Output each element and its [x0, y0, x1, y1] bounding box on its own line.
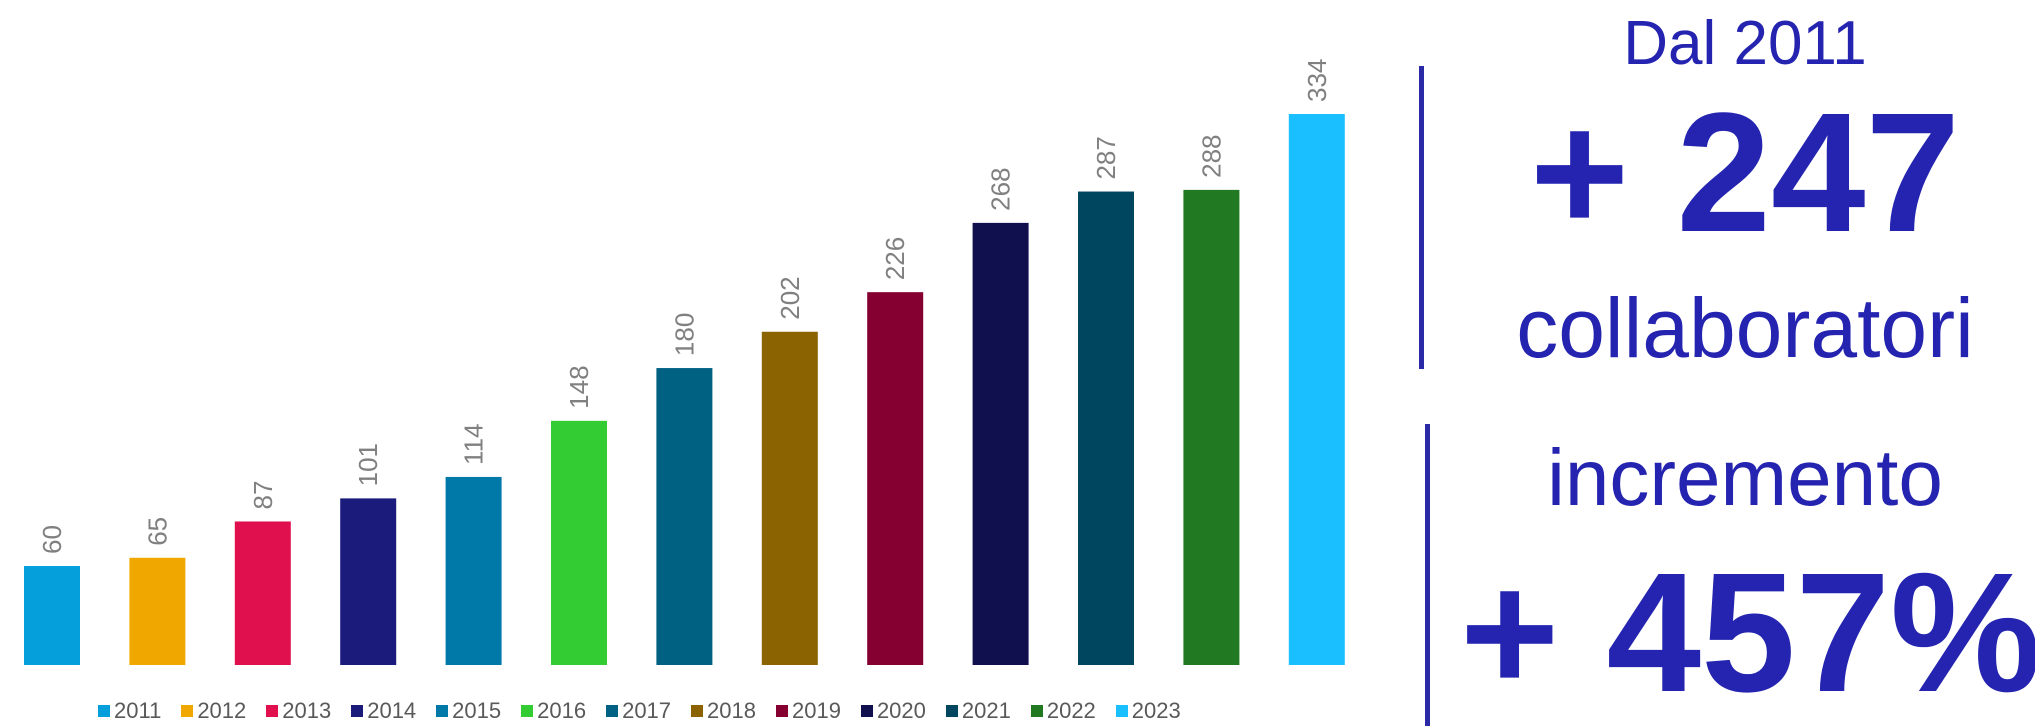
- bar-2023: [1288, 114, 1345, 665]
- bar-2017: [656, 368, 713, 665]
- data-label-2015: 114: [459, 423, 489, 464]
- legend-label-2012: 2012: [197, 698, 247, 723]
- legend-label-2016: 2016: [537, 698, 587, 723]
- legend-item-2023: 2023: [1115, 698, 1181, 724]
- legend-swatch-2020: [860, 705, 873, 717]
- legend-item-2016: 2016: [521, 698, 586, 724]
- legend-swatch-2011: [98, 705, 110, 717]
- bar-2020: [972, 222, 1029, 665]
- bar-2019: [867, 292, 924, 665]
- legend-item-2018: 2018: [691, 698, 756, 724]
- bar-2018: [761, 331, 818, 665]
- legend-swatch-2015: [436, 705, 449, 717]
- data-label-2012: 65: [142, 517, 172, 546]
- bar-2021: [1078, 191, 1134, 665]
- legend-item-2019: 2019: [775, 698, 841, 724]
- bar-2013: [234, 521, 291, 665]
- data-label-2018: 202: [775, 276, 805, 319]
- legend-label-2022: 2022: [1046, 698, 1096, 723]
- legend-swatch-2022: [1030, 705, 1043, 717]
- legend-label-2018: 2018: [707, 698, 756, 723]
- legend-label-2021: 2021: [961, 698, 1011, 723]
- data-label-2013: 87: [248, 481, 278, 510]
- increase-percent-value: + 457%: [1460, 538, 2035, 728]
- divider-bottom: [1425, 424, 1430, 726]
- legend-item-2011: 2011: [98, 698, 161, 724]
- legend-label-2015: 2015: [452, 698, 502, 723]
- legend-label-2014: 2014: [367, 698, 417, 723]
- bar-2012: [129, 557, 186, 665]
- legend-item-2015: 2015: [436, 698, 501, 724]
- legend-item-2022: 2022: [1030, 698, 1096, 724]
- data-label-2021: 287: [1091, 136, 1121, 179]
- divider-top: [1419, 66, 1424, 369]
- legend-item-2014: 2014: [351, 698, 416, 724]
- legend-item-2020: 2020: [860, 698, 926, 724]
- legend-item-2017: 2017: [606, 698, 671, 724]
- data-label-2020: 268: [986, 167, 1016, 210]
- chart-legend: 2011 2012 2013 2014 2015 2016 2017 2018 2019 2020…: [98, 698, 1201, 724]
- bar-2016: [551, 420, 607, 665]
- since-label: Dal 2011: [1623, 9, 1867, 78]
- legend-item-2021: 2021: [945, 698, 1011, 724]
- legend-swatch-2016: [521, 705, 534, 717]
- data-label-2019: 226: [880, 237, 910, 280]
- legend-label-2019: 2019: [791, 698, 841, 723]
- legend-swatch-2017: [606, 705, 619, 717]
- bars-group: [24, 114, 1345, 665]
- legend-item-2012: 2012: [181, 698, 246, 724]
- bar-2011: [24, 566, 80, 665]
- legend-swatch-2023: [1115, 705, 1128, 717]
- bar-2015: [445, 476, 502, 665]
- legend-label-2013: 2013: [282, 698, 332, 723]
- legend-swatch-2012: [181, 705, 194, 717]
- legend-label-2023: 2023: [1131, 698, 1181, 723]
- increase-percent-label: incremento: [1547, 433, 1943, 522]
- legend-label-2017: 2017: [622, 698, 672, 723]
- legend-swatch-2019: [775, 705, 788, 717]
- legend-swatch-2021: [945, 705, 958, 717]
- data-label-2023: 334: [1302, 59, 1332, 102]
- data-label-2016: 148: [564, 365, 594, 408]
- legend-item-2013: 2013: [266, 698, 331, 724]
- bar-2022: [1183, 189, 1240, 665]
- data-labels-group: 60 65 87 101 114 148 180 202 226 268 287 288 334: [37, 59, 1332, 554]
- legend-label-2020: 2020: [876, 698, 926, 723]
- bar-2014: [340, 498, 397, 665]
- data-label-2017: 180: [669, 313, 699, 356]
- bar-chart: 60 65 87 101 114 148 180 202 226 268 287 288 334: [24, 59, 1345, 665]
- data-label-2011: 60: [37, 525, 67, 554]
- data-label-2022: 288: [1196, 134, 1226, 177]
- data-label-2014: 101: [353, 443, 383, 486]
- increase-absolute-unit: collaboratori: [1516, 281, 1974, 375]
- legend-swatch-2018: [691, 705, 704, 717]
- increase-absolute-value: + 247: [1529, 78, 1961, 268]
- legend-swatch-2013: [266, 705, 279, 717]
- legend-swatch-2014: [351, 705, 364, 717]
- legend-label-2011: 2011: [114, 698, 162, 723]
